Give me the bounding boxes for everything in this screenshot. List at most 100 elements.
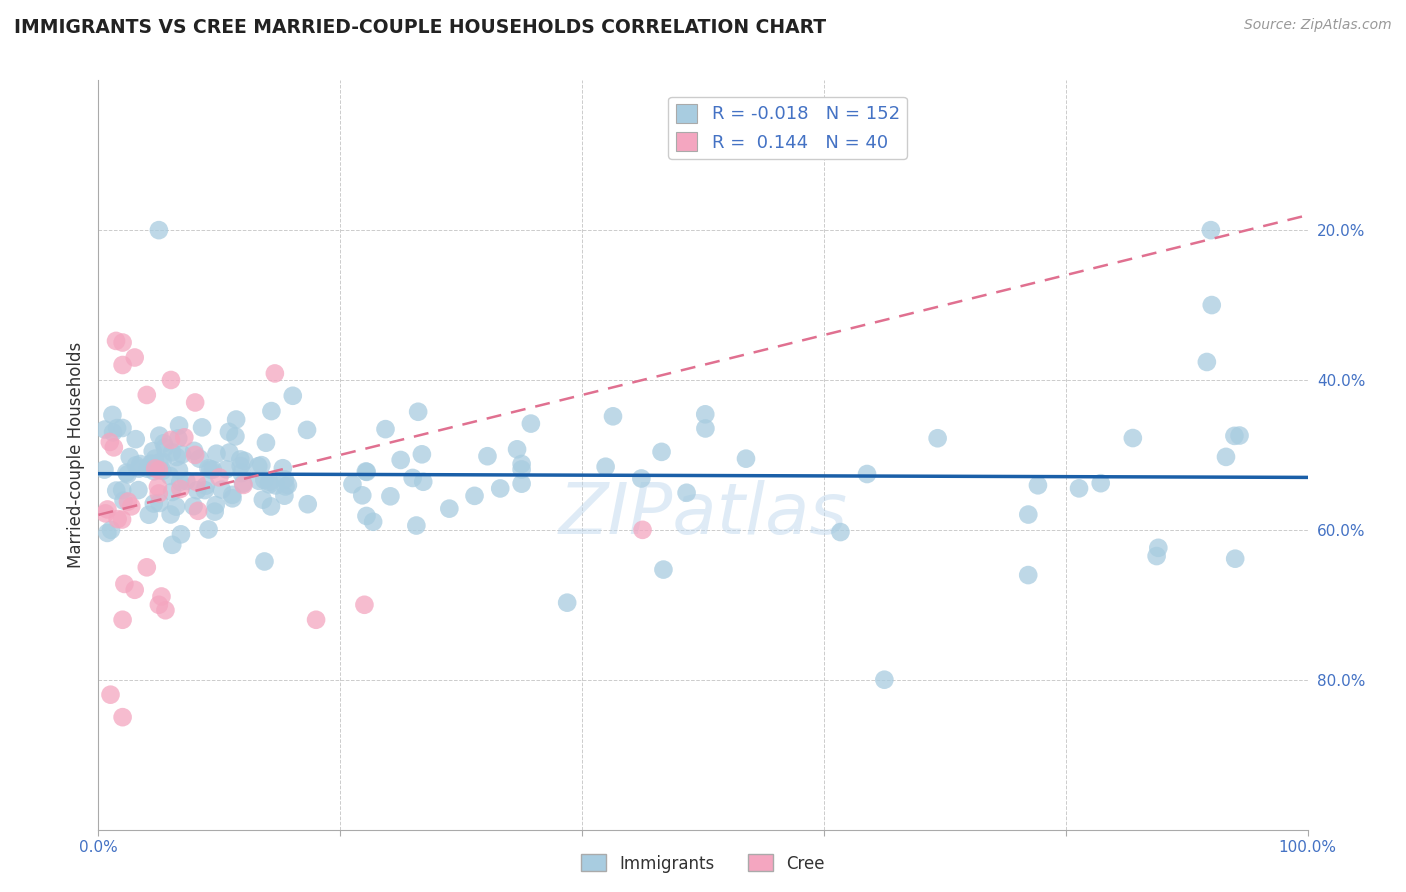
Point bbox=[252, 492, 274, 507]
Point bbox=[477, 449, 499, 463]
Point bbox=[231, 466, 253, 480]
Legend: R = -0.018   N = 152, R =  0.144   N = 40: R = -0.018 N = 152, R = 0.144 N = 40 bbox=[668, 97, 907, 159]
Point bbox=[489, 482, 512, 496]
Point bbox=[111, 710, 134, 724]
Point bbox=[274, 479, 297, 493]
Point bbox=[112, 577, 135, 591]
Point bbox=[187, 504, 209, 518]
Point bbox=[232, 478, 254, 492]
Point bbox=[170, 527, 193, 541]
Point bbox=[105, 334, 128, 348]
Point bbox=[1201, 298, 1223, 312]
Point bbox=[148, 455, 170, 469]
Point bbox=[353, 598, 375, 612]
Point bbox=[173, 430, 195, 444]
Point bbox=[463, 489, 485, 503]
Point bbox=[105, 421, 128, 435]
Point bbox=[221, 488, 243, 502]
Point bbox=[352, 488, 374, 502]
Point bbox=[142, 497, 165, 511]
Point bbox=[120, 500, 142, 514]
Point bbox=[165, 500, 187, 514]
Point bbox=[200, 462, 222, 476]
Point bbox=[197, 523, 219, 537]
Point bbox=[651, 445, 673, 459]
Point bbox=[125, 432, 148, 446]
Point bbox=[247, 459, 270, 474]
Point bbox=[138, 508, 160, 522]
Point bbox=[188, 451, 211, 466]
Point bbox=[411, 447, 433, 461]
Point bbox=[439, 501, 461, 516]
Point bbox=[169, 482, 191, 496]
Point bbox=[247, 474, 270, 488]
Point bbox=[1223, 429, 1246, 443]
Point bbox=[143, 464, 166, 478]
Point bbox=[631, 523, 654, 537]
Point bbox=[208, 470, 231, 484]
Point bbox=[1199, 223, 1222, 237]
Point bbox=[96, 502, 118, 516]
Point bbox=[277, 478, 299, 492]
Point bbox=[1147, 541, 1170, 555]
Point bbox=[191, 420, 214, 434]
Point bbox=[197, 461, 219, 475]
Point bbox=[218, 425, 240, 439]
Point bbox=[201, 463, 224, 477]
Point bbox=[555, 596, 578, 610]
Point bbox=[215, 462, 238, 476]
Point bbox=[103, 441, 125, 455]
Point bbox=[148, 428, 170, 442]
Point bbox=[98, 435, 121, 450]
Point bbox=[1225, 551, 1247, 566]
Point bbox=[695, 421, 717, 435]
Point bbox=[211, 483, 233, 497]
Point bbox=[169, 475, 191, 489]
Point bbox=[305, 613, 328, 627]
Point bbox=[259, 475, 281, 489]
Point bbox=[94, 507, 117, 521]
Point bbox=[124, 582, 146, 597]
Point bbox=[260, 500, 283, 514]
Point bbox=[1026, 478, 1049, 492]
Point bbox=[166, 450, 188, 464]
Point bbox=[143, 451, 166, 466]
Point bbox=[139, 457, 162, 471]
Point bbox=[117, 467, 139, 482]
Point bbox=[205, 447, 228, 461]
Point bbox=[94, 423, 117, 437]
Point bbox=[112, 493, 135, 508]
Point bbox=[295, 423, 318, 437]
Point bbox=[176, 474, 198, 488]
Point bbox=[160, 445, 183, 459]
Point bbox=[354, 465, 377, 479]
Point bbox=[183, 443, 205, 458]
Point bbox=[118, 450, 141, 464]
Point bbox=[506, 442, 529, 457]
Point bbox=[602, 409, 624, 424]
Point bbox=[412, 475, 434, 489]
Point bbox=[342, 477, 364, 491]
Point bbox=[254, 435, 277, 450]
Point bbox=[186, 483, 208, 498]
Point bbox=[148, 463, 170, 477]
Point bbox=[232, 476, 254, 491]
Point bbox=[406, 405, 429, 419]
Point bbox=[96, 525, 118, 540]
Point bbox=[160, 433, 183, 447]
Point bbox=[830, 524, 852, 539]
Point bbox=[271, 461, 294, 475]
Point bbox=[274, 473, 297, 487]
Point bbox=[1017, 508, 1039, 522]
Point bbox=[115, 466, 138, 480]
Point bbox=[630, 471, 652, 485]
Point bbox=[233, 454, 256, 468]
Point bbox=[142, 444, 165, 458]
Point bbox=[253, 473, 276, 487]
Point bbox=[374, 422, 396, 436]
Point bbox=[100, 688, 122, 702]
Point bbox=[124, 351, 146, 365]
Point bbox=[160, 373, 183, 387]
Point bbox=[155, 603, 177, 617]
Point bbox=[101, 408, 124, 422]
